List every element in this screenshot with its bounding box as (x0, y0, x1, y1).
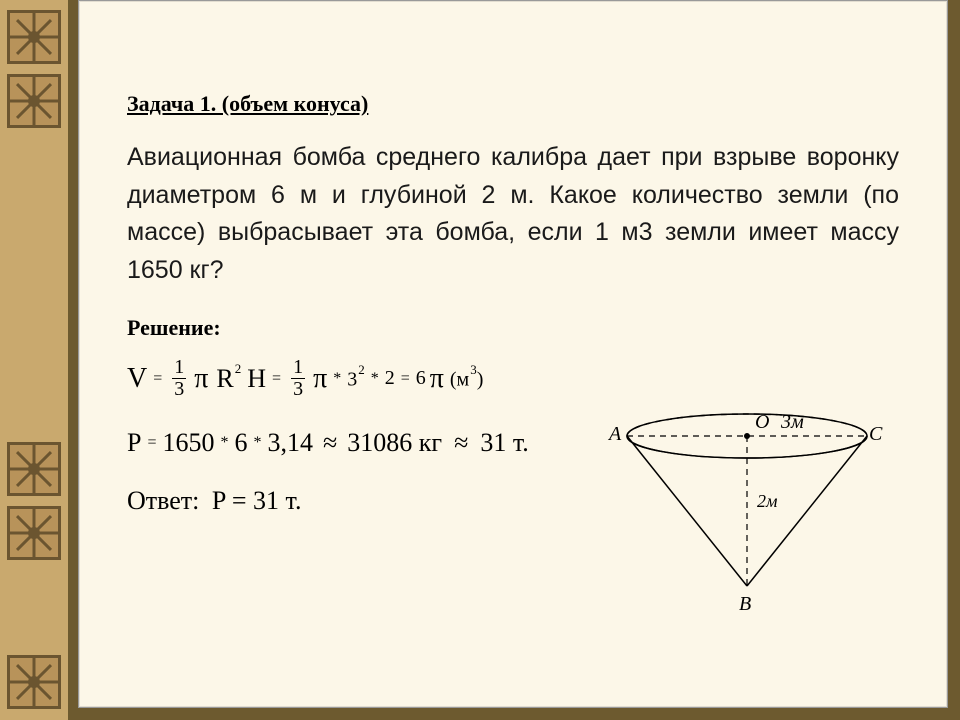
unit: (м3) (450, 366, 484, 392)
equals-2: = (272, 370, 281, 388)
cone-ellipse-back (627, 414, 867, 436)
problem-title: Задача 1. (объем конуса) (127, 91, 899, 117)
equals: = (153, 370, 162, 388)
fraction-1-3: 1 3 (172, 357, 186, 400)
center-point (744, 433, 750, 439)
pi-symbol-3: π (430, 363, 444, 395)
var-h: H (247, 364, 266, 394)
mult-p2: * (254, 434, 262, 452)
volume-formula: V = 1 3 π R2 H = 1 3 π * 32 * 2 = 6 π (м… (127, 357, 899, 400)
var-r: R2 (216, 364, 241, 394)
label-height: 2м (757, 491, 778, 512)
approx-1: ≈ (323, 428, 337, 458)
val-t: 31 т. (480, 428, 528, 458)
equals-3: = (401, 370, 410, 388)
label-b: B (739, 593, 751, 616)
var-p: P (127, 428, 141, 458)
mult-2: * (371, 370, 379, 388)
answer-value: P = 31 т. (212, 486, 302, 515)
decorative-border (0, 0, 68, 720)
val-3: 32 (347, 366, 365, 392)
slide-card: Задача 1. (объем конуса) Авиационная бом… (78, 0, 948, 708)
val-2: 2 (385, 367, 395, 390)
val-pi: 3,14 (268, 428, 314, 458)
label-a: A (609, 423, 621, 446)
var-v: V (127, 363, 147, 395)
mult-1: * (333, 370, 341, 388)
pi-symbol-2: π (313, 363, 327, 395)
label-c: C (869, 423, 882, 446)
label-o: O (755, 411, 769, 434)
val-1650: 1650 (163, 428, 215, 458)
val-kg: 31086 кг (347, 428, 442, 458)
approx-2: ≈ (454, 428, 468, 458)
mult-p1: * (221, 434, 229, 452)
pi-symbol: π (194, 363, 208, 395)
cone-svg (607, 401, 887, 621)
label-radius: 3м (781, 411, 804, 434)
val-6b: 6 (235, 428, 248, 458)
solution-label: Решение: (127, 315, 899, 341)
fraction-1-3-b: 1 3 (291, 357, 305, 400)
problem-text: Авиационная бомба среднего калибра дает … (127, 139, 899, 289)
answer-label: Ответ: (127, 486, 199, 515)
val-6: 6 (416, 367, 426, 390)
cone-diagram: A O 3м C 2м B (607, 401, 887, 621)
equals-p: = (147, 434, 156, 452)
